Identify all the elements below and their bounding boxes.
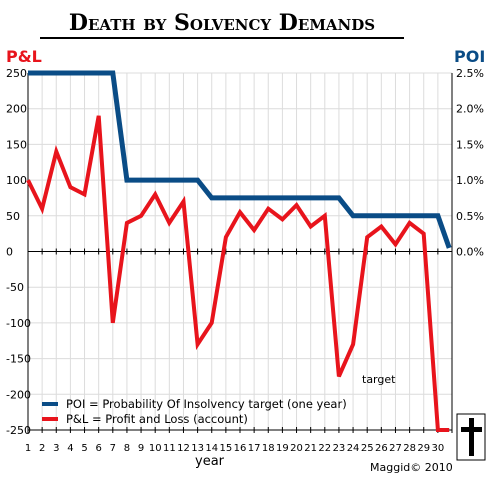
x-tick-label: 6: [95, 443, 101, 454]
copyright-note: Maggid© 2010: [370, 461, 453, 474]
x-tick-label: 5: [81, 443, 87, 454]
right-axis-title: POI: [454, 47, 485, 66]
x-tick-label: 27: [389, 443, 402, 454]
left-tick-label: -50: [6, 281, 24, 294]
x-tick-label: 19: [276, 443, 289, 454]
x-tick-label: 16: [234, 443, 247, 454]
x-tick-label: 23: [333, 443, 346, 454]
x-tick-label: 30: [431, 443, 444, 454]
left-y-ticks: 250 200 150 100 50 0 -50 -100 -150 -200 -250: [6, 67, 31, 437]
x-tick-label: 3: [53, 443, 59, 454]
left-tick-label: 0: [6, 246, 13, 259]
x-tick-label: 11: [163, 443, 176, 454]
x-tick-label: 22: [318, 443, 331, 454]
x-tick-label: 9: [138, 443, 144, 454]
x-tick-label: 8: [124, 443, 130, 454]
left-tick-label: 200: [6, 103, 27, 116]
left-axis-title: P&L: [6, 47, 42, 66]
chart-title: Death by Solvency Demands: [69, 10, 375, 36]
left-tick-label: -150: [6, 353, 31, 366]
legend-label-pl: P&L = Profit and Loss (account): [66, 412, 248, 426]
right-tick-label: 2.5%: [456, 67, 484, 80]
series-line-pl: [26, 115, 450, 432]
left-tick-label: 100: [6, 174, 27, 187]
cross-icon: [456, 413, 486, 461]
x-tick-label: 2: [39, 443, 45, 454]
left-tick-label: 50: [6, 210, 20, 223]
x-tick-label: 13: [191, 443, 204, 454]
x-tick-label: 18: [262, 443, 275, 454]
x-tick-label: 12: [177, 443, 190, 454]
left-tick-label: 150: [6, 138, 27, 151]
x-tick-label: 10: [149, 443, 162, 454]
right-tick-label: 2.0%: [456, 103, 484, 116]
x-tick-label: 1: [25, 443, 31, 454]
legend: POI = Probability Of Insolvency target (…: [42, 397, 347, 426]
x-tick-label: 24: [347, 443, 360, 454]
x-tick-label: 4: [67, 443, 73, 454]
series-line-poi: [28, 70, 452, 249]
x-tick-label: 15: [219, 443, 232, 454]
left-tick-label: -250: [6, 424, 31, 437]
x-tick-label: 28: [403, 443, 416, 454]
x-tick-label: 21: [304, 443, 317, 454]
x-ticks: 1 2 3 4 5 6 7 8 9 10 11 12 13 14 15 16 17 18 19 20 21 22 23 24 2…: [25, 443, 444, 454]
right-tick-label: 0.5%: [456, 210, 484, 223]
x-tick-label: 7: [110, 443, 116, 454]
right-tick-label: 1.0%: [456, 174, 484, 187]
x-tick-label: 14: [205, 443, 218, 454]
annotation-target: target: [362, 373, 396, 386]
x-tick-label: 29: [417, 443, 430, 454]
right-tick-label: 1.5%: [456, 138, 484, 151]
x-axis-label: year: [195, 454, 225, 469]
right-y-ticks: 2.5% 2.0% 1.5% 1.0% 0.5% 0.0%: [456, 67, 484, 259]
series-lines: [26, 70, 452, 432]
x-tick-label: 17: [248, 443, 261, 454]
legend-label-poi: POI = Probability Of Insolvency target (…: [66, 397, 347, 411]
x-tick-label: 20: [290, 443, 303, 454]
right-tick-label: 0.0%: [456, 246, 484, 259]
x-tick-label: 26: [375, 443, 388, 454]
left-tick-label: -100: [6, 317, 31, 330]
left-tick-label: -200: [6, 388, 31, 401]
left-tick-label: 250: [6, 67, 27, 80]
x-tick-label: 25: [361, 443, 374, 454]
